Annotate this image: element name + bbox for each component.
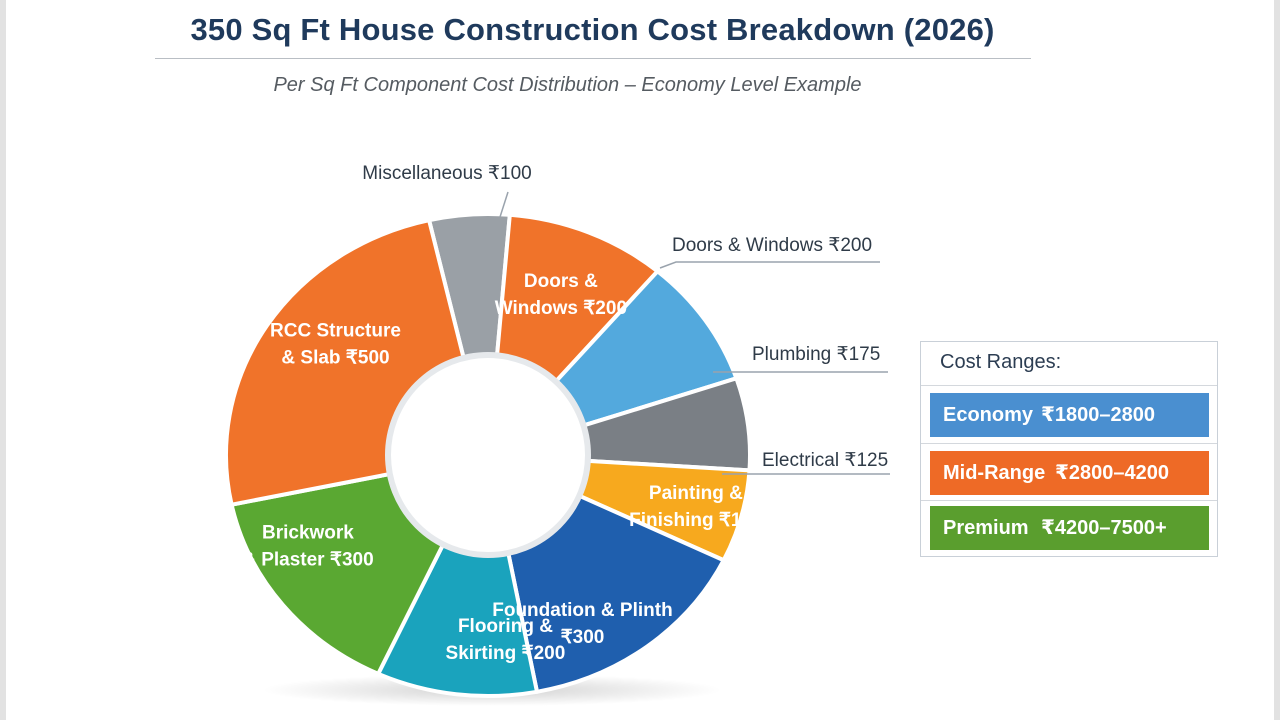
slice-label-rcc-structure-slab-500: RCC Structure & Slab ₹500 [270, 321, 401, 369]
left-frame-edge [0, 0, 6, 720]
legend-item-economy: Economy ₹1800–2800 [930, 393, 1209, 437]
donut-hole [385, 352, 591, 558]
slice-label-flooring-skirting-200: Flooring & Skirting ₹200 [446, 616, 566, 664]
legend-item-mid-range: Mid-Range ₹2800–4200 [930, 451, 1209, 495]
legend-tier-label: Mid-Range [943, 462, 1046, 484]
legend-tier-label: Economy [943, 404, 1034, 426]
legend-range-value: ₹4200–7500+ [1041, 517, 1167, 539]
legend-tier-label: Premium [943, 517, 1029, 539]
slice-label-foundation-plinth-300: Foundation & Plinth ₹300 [492, 600, 672, 648]
callout-label-miscellaneous-100: Miscellaneous ₹100 [362, 163, 531, 184]
chart-subtitle: Per Sq Ft Component Cost Distribution – … [273, 74, 862, 96]
cost-ranges-legend: Cost Ranges: Economy ₹1800–2800 Mid-Range… [920, 341, 1218, 557]
legend-divider [921, 500, 1217, 501]
slice-label-doors-windows-200: Doors & Windows ₹200 [495, 271, 627, 319]
title-divider [155, 58, 1031, 59]
callout-line-doors-windows-200 [659, 261, 880, 269]
right-frame-edge [1274, 0, 1280, 720]
callout-label-electrical-125: Electrical ₹125 [762, 450, 888, 471]
slice-label-painting-finishing-125: Painting & Finishing ₹125 [629, 483, 763, 531]
callout-label-plumbing-175: Plumbing ₹175 [752, 344, 880, 365]
slice-label-brickwork-plaster-300: Brickwork & Plaster ₹300 [242, 523, 373, 571]
legend-divider [921, 443, 1217, 444]
callout-line-miscellaneous-100 [499, 191, 509, 218]
legend-item-premium: Premium ₹4200–7500+ [930, 506, 1209, 550]
legend-divider [921, 385, 1217, 386]
legend-range-value: ₹2800–4200 [1055, 462, 1170, 484]
callout-label-doors-windows-200: Doors & Windows ₹200 [672, 235, 872, 256]
chart-title: 350 Sq Ft House Construction Cost Breakd… [190, 12, 995, 47]
legend-range-value: ₹1800–2800 [1041, 404, 1156, 426]
legend-title: Cost Ranges: [940, 351, 1062, 373]
